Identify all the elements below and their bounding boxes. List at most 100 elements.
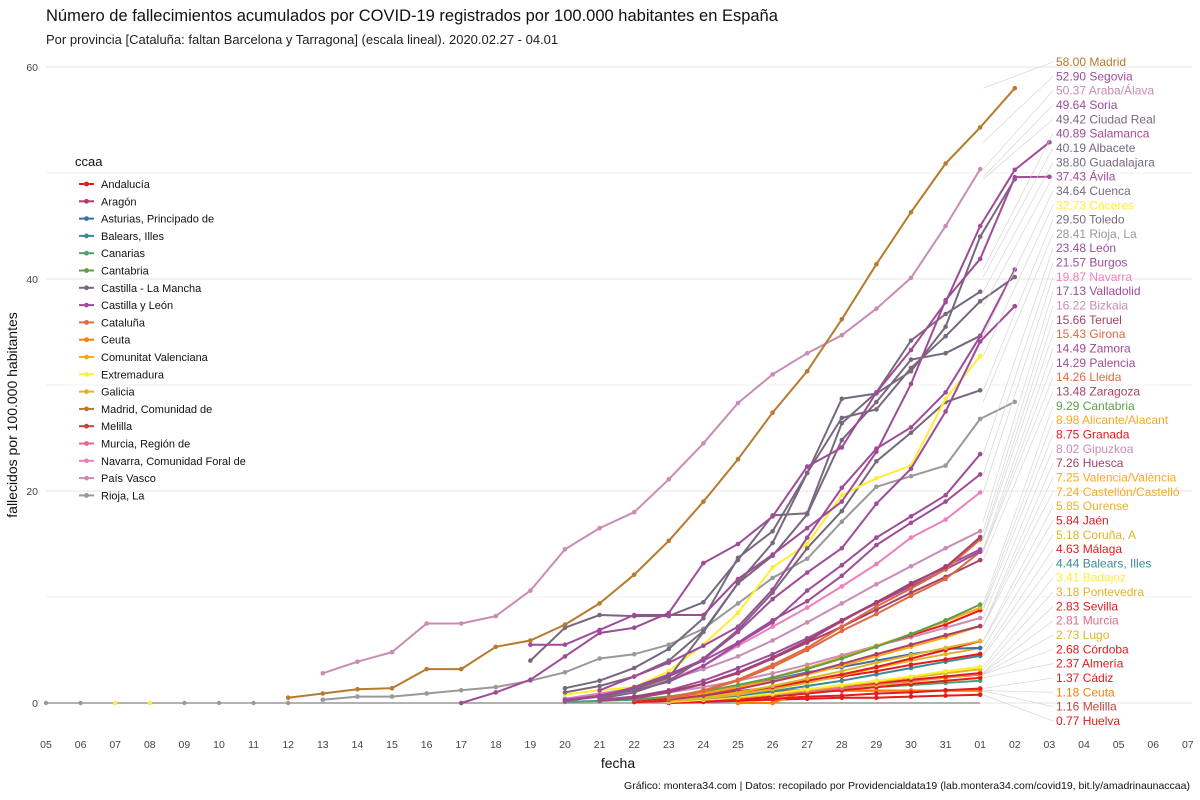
series-point xyxy=(701,560,706,566)
series-point xyxy=(874,691,879,696)
x-tick-label: 08 xyxy=(144,739,156,751)
series-point xyxy=(701,688,706,693)
series-point xyxy=(977,125,983,130)
series-point xyxy=(631,572,637,577)
series-point xyxy=(977,472,983,477)
series-point xyxy=(804,620,810,625)
series-point xyxy=(874,459,879,464)
series-point xyxy=(943,390,948,395)
series-point xyxy=(839,628,845,634)
leader-line xyxy=(982,434,1054,611)
series-point xyxy=(770,587,775,592)
series-point xyxy=(631,665,637,671)
series-point xyxy=(839,415,845,421)
series-point xyxy=(1012,174,1018,180)
series-point xyxy=(389,685,395,691)
end-label: 17.13 Valladolid xyxy=(1056,284,1141,298)
end-label: 1.37 Cádiz xyxy=(1056,671,1113,685)
leader-line xyxy=(983,649,1054,675)
series-point xyxy=(943,499,948,504)
series-point xyxy=(804,556,810,562)
series-point xyxy=(666,668,672,674)
series-point xyxy=(804,588,810,593)
leader-line xyxy=(982,505,1054,642)
legend-swatch-point xyxy=(84,441,89,446)
leader-line xyxy=(983,61,1054,89)
series-point xyxy=(908,368,914,374)
series-point xyxy=(597,630,602,636)
legend-label: Andalucía xyxy=(101,179,151,191)
series-point xyxy=(666,538,672,544)
series-point xyxy=(977,623,983,629)
series-point xyxy=(977,670,983,676)
series-point xyxy=(562,654,568,659)
series-point xyxy=(874,678,879,683)
series-point xyxy=(562,642,568,647)
chart-subtitle: Por provincia [Cataluña: faltan Barcelon… xyxy=(46,32,558,47)
series-point xyxy=(908,347,914,353)
series-point xyxy=(113,700,118,706)
series-point xyxy=(943,565,948,570)
series-point xyxy=(943,657,948,662)
series-point xyxy=(355,686,360,692)
series-point xyxy=(908,642,914,647)
legend-swatch-point xyxy=(84,458,89,464)
series-point xyxy=(977,490,983,495)
series-point xyxy=(977,289,983,295)
series-point xyxy=(943,618,948,623)
series-point xyxy=(1012,167,1018,173)
end-label: 4.63 Málaga xyxy=(1056,542,1122,556)
x-tick-label: 05 xyxy=(1113,739,1125,751)
series-point xyxy=(770,529,775,534)
leader-line xyxy=(982,305,1054,532)
series-point xyxy=(770,675,775,680)
series-point xyxy=(631,612,637,618)
end-label: 40.19 Albacete xyxy=(1056,141,1136,155)
leader-line xyxy=(982,133,1054,270)
series-point xyxy=(908,694,914,699)
series-point xyxy=(943,300,948,305)
end-label: 2.37 Almería xyxy=(1056,657,1124,671)
series-point xyxy=(977,664,983,670)
end-label: 8.02 Gipuzkoa xyxy=(1056,442,1134,456)
series-point xyxy=(701,612,706,618)
series-point xyxy=(804,645,810,651)
end-label: 16.22 Bizkaia xyxy=(1056,299,1128,313)
series-point xyxy=(735,610,741,616)
leader-line xyxy=(982,291,1054,522)
x-tick-label: 30 xyxy=(905,739,917,751)
series-point xyxy=(943,632,948,638)
x-tick-label: 28 xyxy=(836,739,848,751)
end-label: 9.29 Cantabria xyxy=(1056,399,1135,413)
series-point xyxy=(597,612,602,618)
series-point xyxy=(908,593,914,599)
series-point xyxy=(943,668,948,674)
series-point xyxy=(424,691,429,696)
series-point xyxy=(631,694,637,699)
gridlines xyxy=(46,66,1192,704)
series-point xyxy=(597,688,602,693)
leader-line xyxy=(982,334,1054,540)
series-point xyxy=(839,499,845,504)
x-tick-label: 26 xyxy=(767,739,779,751)
series-point xyxy=(874,306,879,312)
legend-swatch-point xyxy=(84,285,89,291)
series-point xyxy=(804,525,810,531)
x-tick-label: 24 xyxy=(698,739,710,751)
series-point xyxy=(735,686,741,692)
end-label: 37.43 Ávila xyxy=(1056,169,1116,184)
series-point xyxy=(147,700,152,706)
series-point xyxy=(631,625,637,630)
series-point xyxy=(78,700,83,706)
series-line-coru-a-a xyxy=(668,647,981,702)
y-tick-label: 40 xyxy=(26,274,38,286)
series-point xyxy=(908,535,914,540)
series-point xyxy=(977,299,983,304)
series-point xyxy=(666,695,672,700)
series-point xyxy=(770,596,775,602)
series-point xyxy=(735,677,741,682)
series-point xyxy=(389,694,395,699)
series-point xyxy=(874,607,879,612)
legend-label: Castilla - La Mancha xyxy=(101,283,202,295)
